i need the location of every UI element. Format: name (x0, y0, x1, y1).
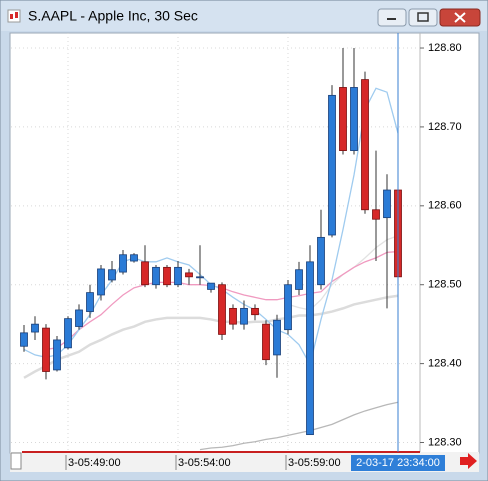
candle-body (229, 307, 237, 325)
cursor-label-box (351, 455, 445, 471)
candle-body (64, 318, 72, 349)
y-tick-label: 128.60 (428, 200, 462, 212)
app-icon (7, 9, 21, 23)
x-tick-label: 3-05:59:00 (288, 457, 341, 469)
y-tick-label: 128.70 (428, 121, 462, 133)
candle-body (295, 269, 303, 290)
candle-body (75, 309, 83, 327)
x-tick-label: 3-05:54:00 (178, 457, 231, 469)
candle-body (240, 307, 248, 325)
candle-body (383, 189, 391, 219)
candle-body (284, 284, 292, 331)
y-tick-label: 128.50 (428, 279, 462, 291)
candle-body (31, 323, 39, 333)
candle-body (130, 254, 138, 262)
chart-area (9, 32, 480, 454)
candle-body (372, 209, 380, 220)
minimize-button[interactable] (377, 8, 407, 27)
candle-body (207, 282, 215, 290)
y-tick-label: 128.40 (428, 358, 462, 370)
cursor-label: 2-03-17 23:34:00 (356, 457, 440, 469)
candle-body (163, 266, 171, 286)
candle-body (97, 268, 105, 296)
candle-body (42, 327, 50, 372)
candle-body (119, 254, 127, 273)
candle-body (306, 261, 314, 436)
candle-body (141, 261, 149, 286)
candle-body (53, 339, 61, 371)
candle-body (350, 87, 358, 151)
candle-body (196, 276, 204, 279)
candle-body (174, 266, 182, 286)
candle-body (328, 94, 336, 236)
window-title: S.AAPL - Apple Inc, 30 Sec (28, 8, 198, 24)
indicator-line (23, 294, 399, 379)
candle-body (317, 236, 325, 286)
candle-body (152, 266, 160, 286)
candle-body (108, 269, 116, 281)
candle-body (339, 87, 347, 151)
x-tick-label: 3-05:49:00 (68, 457, 121, 469)
candle-body (218, 284, 226, 335)
candle-body (185, 272, 193, 278)
y-tick-label: 128.80 (428, 42, 462, 54)
close-button[interactable] (439, 8, 481, 27)
candle-body (86, 292, 94, 312)
candle-body (262, 323, 270, 361)
candle-body (251, 307, 259, 316)
y-tick-label: 128.30 (428, 436, 462, 448)
scroll-right-arrow[interactable] (460, 453, 477, 469)
candle-body (20, 332, 28, 347)
scroll-box[interactable] (10, 452, 22, 470)
indicator-line (199, 401, 399, 451)
maximize-button[interactable] (408, 8, 438, 27)
candle-body (361, 79, 369, 211)
plot: 128.30 128.40 128.50 128.60 128.70 128.80 3-05… (11, 33, 462, 471)
candle-body (273, 319, 281, 356)
